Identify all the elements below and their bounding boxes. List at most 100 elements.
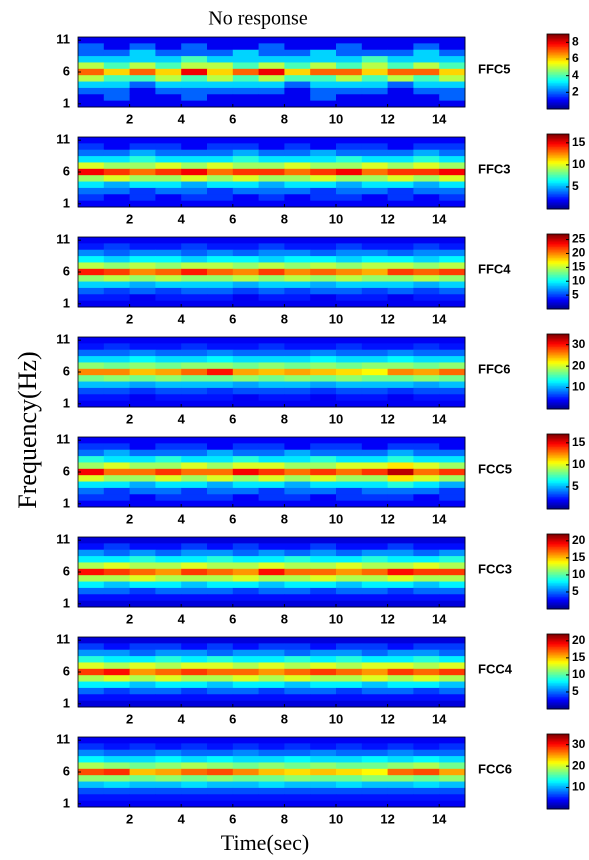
heatmap-cell <box>310 281 337 289</box>
heatmap-cell <box>336 543 363 551</box>
heatmap-cell <box>310 562 337 570</box>
colorbar-segment <box>547 280 569 283</box>
heatmap-cell <box>413 649 440 657</box>
colorbar-tick-label: 20 <box>572 633 586 647</box>
heatmap-cell <box>181 156 208 163</box>
colorbar-segment <box>547 734 569 737</box>
heatmap-cell <box>413 794 440 802</box>
heatmap-cell <box>439 256 466 263</box>
colorbar-segment <box>547 282 569 285</box>
heatmap-cell <box>258 37 285 44</box>
colorbar-segment <box>547 569 569 572</box>
colorbar-segment <box>547 373 569 376</box>
heatmap-cell <box>78 743 105 751</box>
colorbar-frame <box>546 633 570 710</box>
colorbar-segment <box>547 551 569 554</box>
heatmap-cell <box>413 37 440 44</box>
heatmap-cell <box>258 537 285 544</box>
heatmap-cell <box>258 462 285 470</box>
colorbar-segment <box>547 190 569 193</box>
heatmap-cell <box>387 794 414 802</box>
colorbar-segment <box>547 438 569 441</box>
heatmap-cell <box>78 387 105 395</box>
colorbar-segment <box>547 659 569 662</box>
x-tick-label: 8 <box>281 211 288 226</box>
heatmap-cell <box>181 656 208 663</box>
heatmap-cell <box>129 443 156 451</box>
heatmap-cell <box>155 200 182 208</box>
colorbar-segment <box>547 693 569 696</box>
heatmap-cell <box>361 268 388 276</box>
x-tick-label: 10 <box>329 111 343 126</box>
heatmap-cell <box>258 87 285 95</box>
colorbar-segment <box>547 184 569 187</box>
heatmap-cell <box>336 43 363 51</box>
heatmap-cell <box>207 468 234 476</box>
colorbar-segment <box>547 40 569 43</box>
heatmap-cell <box>413 449 440 457</box>
heatmap-cell <box>181 775 208 782</box>
colorbar-segment <box>547 565 569 568</box>
heatmap-cell <box>387 743 414 751</box>
heatmap-cell <box>103 475 130 482</box>
heatmap-cell <box>181 637 208 644</box>
heatmap-cell <box>232 94 259 102</box>
heatmap-cell <box>78 749 105 757</box>
heatmap-cell <box>181 743 208 751</box>
heatmap-cell <box>129 762 156 770</box>
heatmap-cell <box>413 562 440 570</box>
heatmap-cell <box>207 556 234 563</box>
heatmap-cell <box>181 649 208 657</box>
colorbar-segment <box>547 484 569 487</box>
heatmap-cell <box>387 43 414 51</box>
heatmap-cell <box>103 594 130 602</box>
heatmap-cell <box>284 500 311 508</box>
heatmap-cell <box>336 681 363 689</box>
heatmap-cell <box>439 700 466 708</box>
heatmap-cell <box>310 649 337 657</box>
colorbar-segment <box>547 38 569 41</box>
channel-label: FCC4 <box>478 661 513 676</box>
heatmap-cell <box>361 568 388 576</box>
heatmap-cell <box>78 337 105 344</box>
heatmap-cell <box>361 649 388 657</box>
heatmap-cell <box>439 449 466 457</box>
colorbar-segment <box>547 298 569 301</box>
heatmap-cell <box>413 143 440 151</box>
colorbar-segment <box>547 796 569 799</box>
colorbar-frame <box>546 333 570 410</box>
colorbar-tick-label: 15 <box>572 435 586 449</box>
heatmap-cell <box>258 449 285 457</box>
heatmap-cell <box>310 162 337 170</box>
heatmap-cell <box>387 256 414 263</box>
heatmap-cell <box>155 468 182 476</box>
heatmap-cell <box>413 749 440 757</box>
heatmap-cell <box>361 168 388 176</box>
heatmap-cell <box>232 200 259 208</box>
colorbar-segment <box>547 705 569 708</box>
colorbar-segment <box>547 669 569 672</box>
heatmap-cell <box>181 756 208 763</box>
heatmap-cell <box>413 500 440 508</box>
heatmap-cell <box>336 243 363 251</box>
x-tick-label: 10 <box>329 711 343 726</box>
colorbar-segment <box>547 637 569 640</box>
heatmap-cell <box>439 568 466 576</box>
heatmap-cell <box>310 68 337 76</box>
colorbar-segment <box>547 663 569 666</box>
heatmap-cell <box>361 394 388 402</box>
heatmap-cell <box>181 287 208 295</box>
heatmap-cell <box>181 394 208 402</box>
heatmap-cell <box>284 437 311 444</box>
heatmap-cell <box>207 537 234 544</box>
heatmap-cell <box>336 375 363 382</box>
heatmap-cell <box>103 268 130 276</box>
heatmap-cell <box>129 200 156 208</box>
heatmap-cell <box>129 487 156 495</box>
heatmap-cell <box>361 187 388 195</box>
heatmap-cell <box>232 775 259 782</box>
heatmap-cell <box>336 562 363 570</box>
x-tick-label: 8 <box>281 811 288 826</box>
heatmap-cell <box>207 300 234 308</box>
colorbar-segment <box>547 84 569 87</box>
